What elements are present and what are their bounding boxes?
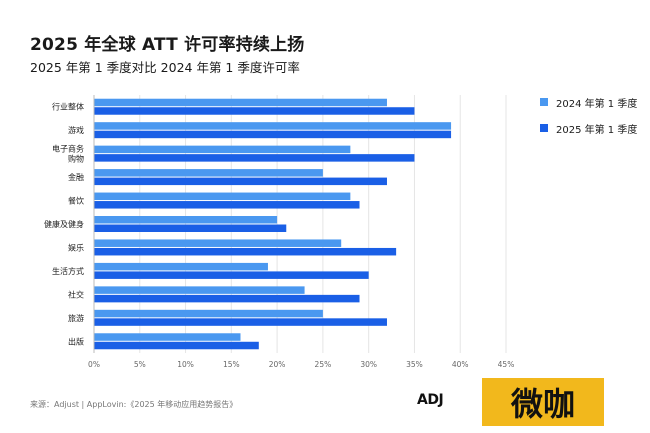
- category-label: 购物: [68, 154, 84, 164]
- bar-2024-6: [94, 239, 342, 247]
- bar-2024-8: [94, 286, 305, 294]
- bar-2024-5: [94, 216, 278, 224]
- bar-2025-4: [94, 201, 360, 209]
- bar-2025-6: [94, 247, 397, 256]
- legend-swatch-2024: [540, 98, 548, 106]
- brand-logo-text: 微咖: [510, 385, 575, 423]
- bar-2024-4: [94, 192, 351, 201]
- source-note: 来源：Adjust | AppLovin:《2025 年移动应用趋势报告》: [30, 400, 238, 409]
- category-label: 生活方式: [52, 266, 84, 276]
- legend: 2024 年第 1 季度 2025 年第 1 季度: [540, 95, 637, 147]
- bar-2025-7: [94, 271, 369, 279]
- legend-item-2024: 2024 年第 1 季度: [540, 95, 638, 110]
- x-tick-label: 0%: [88, 360, 100, 369]
- adjust-logo: ADJ: [417, 392, 444, 408]
- category-label: 餐饮: [68, 196, 84, 206]
- x-tick-label: 20%: [269, 360, 286, 369]
- brand-logo-background: [482, 378, 604, 426]
- x-tick-label: 10%: [177, 360, 194, 369]
- bar-2024-3: [94, 169, 323, 177]
- x-tick-label: 5%: [134, 360, 146, 369]
- category-label: 旅游: [68, 313, 84, 323]
- legend-label-2025: 2025 年第 1 季度: [556, 124, 638, 136]
- chart-title: 2025 年全球 ATT 许可率持续上扬: [30, 35, 305, 55]
- bar-2025-3: [94, 177, 387, 186]
- bar-2025-0: [94, 107, 415, 115]
- x-tick-label: 40%: [452, 360, 469, 369]
- x-tick-label: 15%: [223, 360, 240, 369]
- x-tick-label: 35%: [406, 360, 423, 369]
- bar-2024-1: [94, 122, 452, 130]
- bar-2025-1: [94, 130, 452, 139]
- category-label: 行业整体: [52, 102, 84, 112]
- legend-item-2025: 2025 年第 1 季度: [540, 121, 638, 136]
- bar-2024-2: [94, 145, 351, 154]
- bar-2025-8: [94, 294, 360, 303]
- bar-2025-2: [94, 154, 415, 162]
- bar-2024-7: [94, 262, 268, 271]
- category-label: 健康及健身: [44, 219, 84, 229]
- category-label: 金融: [68, 172, 84, 182]
- legend-label-2024: 2024 年第 1 季度: [556, 98, 638, 110]
- x-tick-label: 25%: [315, 360, 332, 369]
- chart-subtitle: 2025 年第 1 季度对比 2024 年第 1 季度许可率: [30, 60, 300, 75]
- category-label: 游戏: [68, 125, 84, 135]
- category-label: 电子商务: [52, 144, 84, 154]
- x-tick-label: 30%: [360, 360, 377, 369]
- legend-swatch-2025: [540, 124, 548, 132]
- bar-2024-10: [94, 333, 241, 341]
- bar-2024-0: [94, 98, 387, 107]
- bar-2025-5: [94, 224, 287, 232]
- brand-logo: 微咖: [482, 378, 604, 426]
- x-tick-label: 45%: [498, 360, 515, 369]
- bar-2025-10: [94, 341, 259, 350]
- bar-2024-9: [94, 309, 323, 318]
- category-label: 出版: [68, 336, 84, 346]
- bar-2025-9: [94, 318, 387, 326]
- category-label: 社交: [68, 289, 84, 299]
- category-label: 娱乐: [68, 242, 84, 252]
